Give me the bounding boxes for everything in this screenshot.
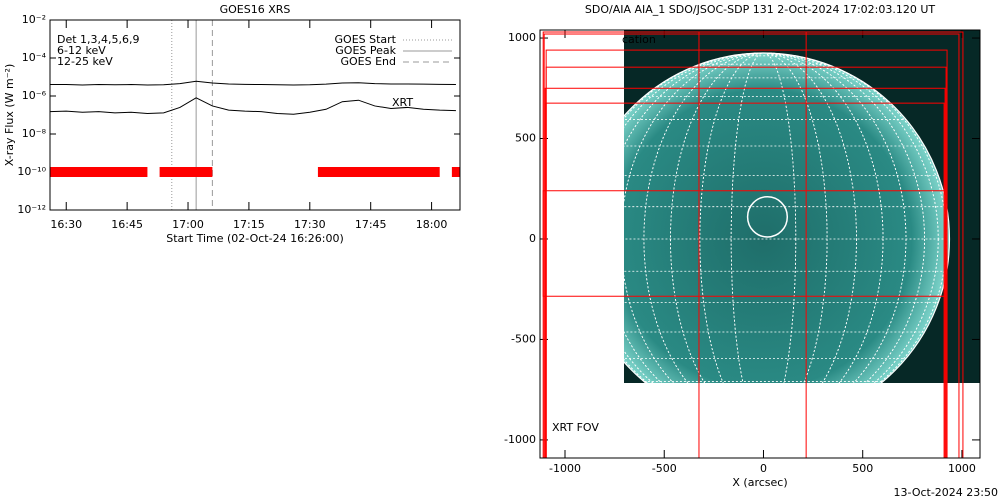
- x-tick-label: 500: [852, 462, 873, 475]
- fov-box: [542, 190, 947, 297]
- x-tick-label: 18:00: [416, 218, 448, 231]
- x-tick-label: 16:30: [50, 218, 82, 231]
- series-line: [50, 80, 456, 86]
- series-line: [49, 97, 456, 115]
- plot-frame: [49, 19, 461, 211]
- xrt-interval: [50, 167, 148, 177]
- sun-disk: [624, 52, 950, 383]
- goes-panel: GOES16 XRS X-ray Flux (W m⁻²) Start Time (…: [3, 3, 461, 245]
- chart-title: SDO/AIA AIA_1 SDO/JSOC-SDP 131 2-Oct-202…: [585, 3, 936, 16]
- xrt-interval: [159, 167, 213, 177]
- x-axis-label: Start Time (02-Oct-24 16:26:00): [166, 232, 344, 245]
- fov-label: XRT FOV: [552, 421, 599, 434]
- xrt-label: XRT: [392, 96, 413, 109]
- annotation: cation: [622, 33, 656, 46]
- legend-label: 12-25 keV: [57, 55, 113, 68]
- flare-circle: [746, 196, 789, 238]
- detectors: Det 1,3,4,5,6,9: [57, 33, 140, 46]
- y-axis-label: X-ray Flux (W m⁻²): [3, 64, 16, 166]
- aia-panel: SDO/AIA AIA_1 SDO/JSOC-SDP 131 2-Oct-202…: [504, 3, 998, 499]
- plot-frame: [539, 29, 981, 459]
- x-tick-label: -1000: [549, 462, 581, 475]
- fov-box: [544, 87, 946, 458]
- x-tick-label: 16:45: [111, 218, 143, 231]
- fov-box: [545, 102, 945, 458]
- y-tick-label: 10⁻⁴: [22, 51, 47, 64]
- y-tick-label: -1000: [504, 433, 536, 446]
- chart-title: GOES16 XRS: [220, 3, 291, 16]
- y-tick-label: 500: [515, 132, 536, 145]
- legend-label: 6-12 keV: [57, 44, 106, 57]
- y-tick-label: 1000: [508, 31, 536, 44]
- y-tick-label: 10⁻²: [22, 13, 46, 26]
- timestamp: 13-Oct-2024 23:50: [894, 486, 998, 499]
- legend-label: GOES Start: [335, 33, 397, 46]
- y-tick-label: 0: [529, 232, 536, 245]
- y-tick-label: -500: [511, 332, 536, 345]
- fov-box: [543, 33, 960, 458]
- sun: [624, 53, 949, 383]
- x-tick-label: 17:00: [172, 218, 204, 231]
- x-tick-label: 17:30: [294, 218, 326, 231]
- legend-label: GOES End: [340, 55, 396, 68]
- xrt-interval: [317, 167, 440, 177]
- limb: [624, 52, 951, 383]
- y-tick-label: 10⁻¹⁰: [17, 165, 46, 178]
- y-tick-label: 10⁻⁸: [22, 127, 47, 140]
- legend-label: GOES Peak: [335, 44, 396, 57]
- x-axis-label: X (arcsec): [732, 476, 787, 489]
- meridian: [624, 52, 925, 383]
- fov-boxes: [542, 31, 964, 458]
- y-tick-label: 10⁻¹²: [17, 203, 46, 216]
- x-tick-label: -500: [652, 462, 677, 475]
- x-tick-label: 1000: [948, 462, 976, 475]
- x-tick-label: 17:15: [233, 218, 265, 231]
- x-tick-label: 0: [760, 462, 767, 475]
- meridian: [670, 52, 857, 383]
- xrt-interval: [451, 167, 460, 177]
- y-tick-label: 10⁻⁶: [22, 89, 47, 102]
- x-tick-label: 17:45: [355, 218, 387, 231]
